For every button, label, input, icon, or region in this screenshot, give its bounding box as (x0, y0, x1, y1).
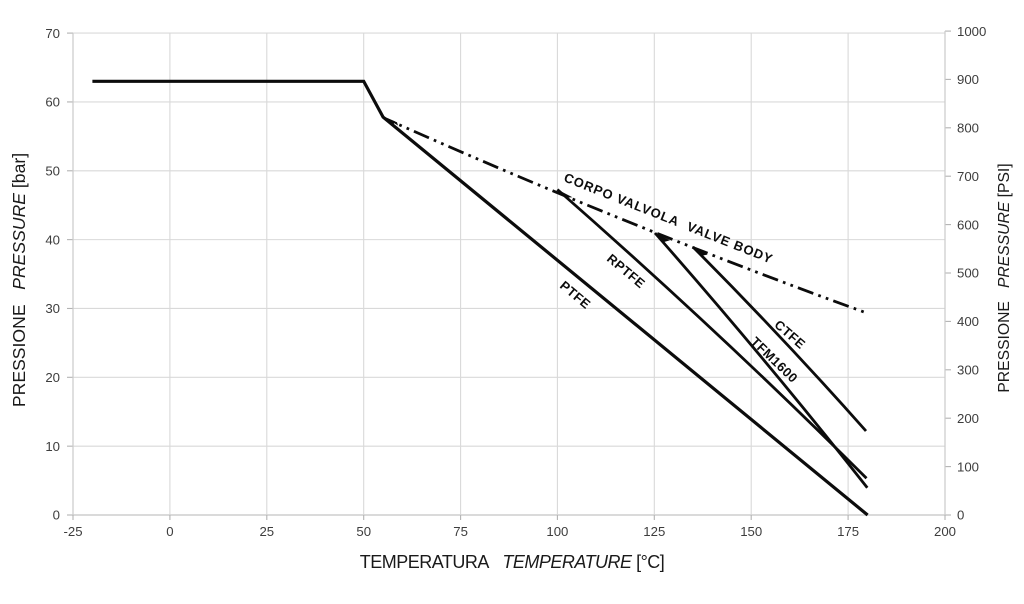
svg-text:800: 800 (957, 121, 979, 136)
svg-text:0: 0 (957, 508, 964, 523)
svg-text:PRESSIONE PRESSURE [bar]: PRESSIONE PRESSURE [bar] (9, 153, 29, 407)
svg-text:1000: 1000 (957, 24, 986, 39)
svg-text:175: 175 (837, 524, 859, 539)
svg-text:30: 30 (45, 301, 60, 316)
svg-text:400: 400 (957, 314, 979, 329)
svg-text:50: 50 (45, 164, 60, 179)
svg-text:0: 0 (166, 524, 173, 539)
svg-text:40: 40 (45, 232, 60, 247)
svg-text:70: 70 (45, 26, 60, 41)
svg-text:200: 200 (957, 411, 979, 426)
svg-text:125: 125 (643, 524, 665, 539)
svg-text:100: 100 (957, 459, 979, 474)
svg-text:75: 75 (453, 524, 468, 539)
svg-text:0: 0 (53, 508, 60, 523)
svg-text:300: 300 (957, 363, 979, 378)
svg-text:100: 100 (546, 524, 568, 539)
svg-text:500: 500 (957, 266, 979, 281)
svg-text:50: 50 (356, 524, 371, 539)
svg-text:25: 25 (259, 524, 274, 539)
svg-text:700: 700 (957, 169, 979, 184)
svg-text:150: 150 (740, 524, 762, 539)
svg-text:900: 900 (957, 72, 979, 87)
svg-text:10: 10 (45, 439, 60, 454)
svg-text:TEMPERATURA TEMPERATURE [°C]: TEMPERATURA TEMPERATURE [°C] (360, 552, 665, 572)
svg-text:PRESSIONE PRESSURE [PSI]: PRESSIONE PRESSURE [PSI] (996, 163, 1013, 392)
svg-text:200: 200 (934, 524, 956, 539)
svg-text:600: 600 (957, 217, 979, 232)
svg-text:20: 20 (45, 370, 60, 385)
svg-text:-25: -25 (63, 524, 82, 539)
svg-text:60: 60 (45, 95, 60, 110)
